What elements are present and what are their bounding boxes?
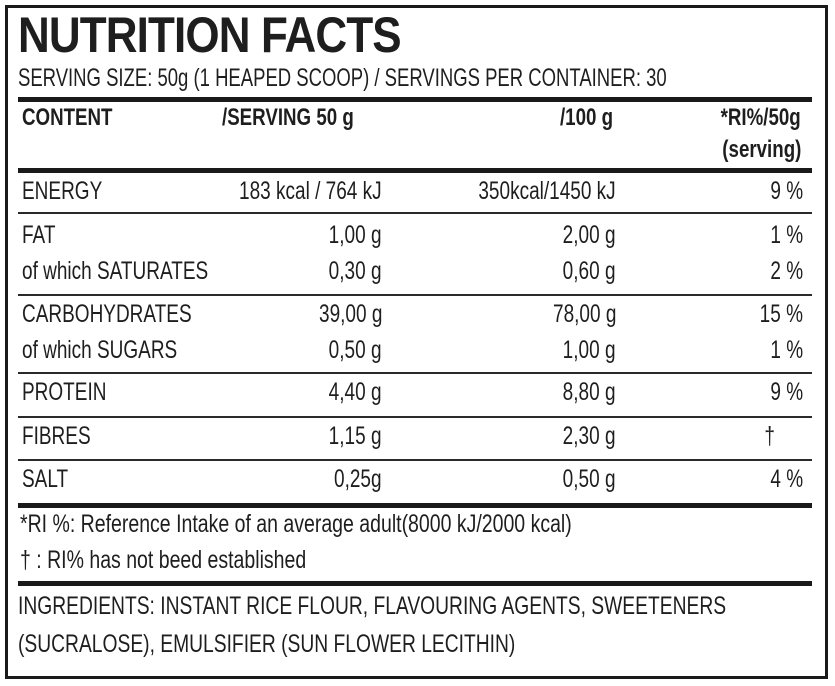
divider-thin (18, 294, 812, 296)
row-label-saturates: of which SATURATES (22, 257, 209, 285)
row-per100-energy: 350kcal/1450 kJ (478, 177, 616, 205)
row-per100-fibres: 2,30 g (563, 422, 616, 450)
row-ri-energy: 9 % (770, 177, 803, 205)
ingredients-line-1: INGREDIENTS: INSTANT RICE FLOUR, FLAVOUR… (18, 592, 727, 620)
header-ri-sub: (serving) (721, 136, 801, 163)
row-serving-carbohydrates: 39,00 g (318, 300, 382, 328)
row-per100-sugars: 1,00 g (563, 336, 616, 364)
row-serving-fat: 1,00 g (329, 221, 382, 249)
row-serving-energy: 183 kcal / 764 kJ (239, 177, 382, 205)
row-ri-fibres: † (764, 422, 775, 450)
row-label-salt: SALT (22, 465, 69, 493)
row-serving-fibres: 1,15 g (329, 422, 382, 450)
header-content: CONTENT (22, 104, 113, 131)
row-per100-salt: 0,50 g (563, 465, 616, 493)
ingredients-line-2: (SUCRALOSE), EMULSIFIER (SUN FLOWER LECI… (18, 630, 516, 658)
row-serving-saturates: 0,30 g (329, 257, 382, 285)
row-per100-protein: 8,80 g (563, 378, 616, 406)
divider-thick (18, 97, 812, 102)
label-title: NUTRITION FACTS (18, 7, 402, 63)
row-label-sugars: of which SUGARS (22, 336, 178, 364)
row-ri-fat: 1 % (770, 221, 803, 249)
header-per-100g: /100 g (559, 104, 613, 131)
ri-footnote: *RI %: Reference Intake of an average ad… (20, 510, 572, 538)
dagger-footnote: † : RI% has not beed established (20, 546, 307, 574)
row-label-carbohydrates: CARBOHYDRATES (22, 300, 192, 328)
divider-thin (18, 459, 812, 461)
nutrition-label (5, 5, 828, 679)
row-per100-carbohydrates: 78,00 g (552, 300, 616, 328)
divider-thick (18, 503, 812, 508)
row-label-fibres: FIBRES (22, 422, 91, 450)
row-ri-protein: 9 % (770, 378, 803, 406)
divider-thin (18, 416, 812, 418)
row-label-fat: FAT (22, 221, 56, 249)
row-per100-saturates: 0,60 g (563, 257, 616, 285)
divider-thin (18, 372, 812, 374)
row-ri-salt: 4 % (770, 465, 803, 493)
row-ri-sugars: 1 % (770, 336, 803, 364)
row-per100-fat: 2,00 g (563, 221, 616, 249)
row-label-protein: PROTEIN (22, 378, 107, 406)
row-ri-saturates: 2 % (770, 257, 803, 285)
header-ri: *RI%/50g (720, 104, 801, 131)
serving-info: SERVING SIZE: 50g (1 HEAPED SCOOP) / SER… (18, 64, 667, 92)
row-serving-protein: 4,40 g (329, 378, 382, 406)
row-serving-sugars: 0,50 g (329, 336, 382, 364)
row-ri-carbohydrates: 15 % (759, 300, 803, 328)
divider-thick (18, 581, 812, 586)
divider-thick (18, 168, 812, 173)
header-per-serving: /SERVING 50 g (222, 104, 354, 131)
row-serving-salt: 0,25g (334, 465, 382, 493)
row-label-energy: ENERGY (22, 177, 103, 205)
divider-thin (18, 212, 812, 214)
